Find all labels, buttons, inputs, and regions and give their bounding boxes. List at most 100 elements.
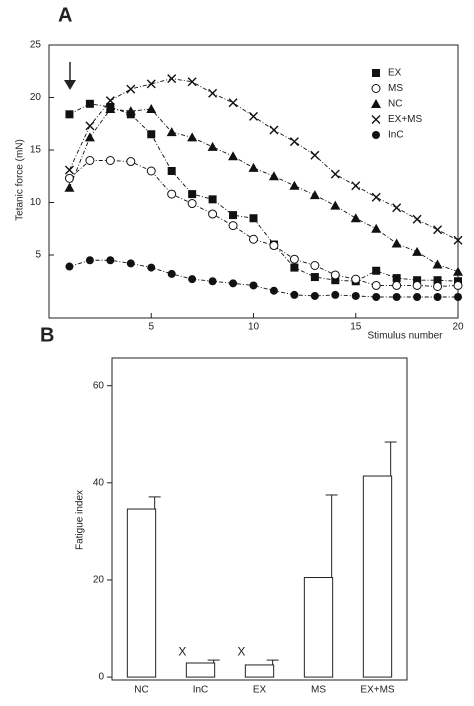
- marker: [351, 181, 361, 191]
- marker: [372, 293, 381, 301]
- marker: [249, 111, 258, 121]
- marker: [208, 88, 218, 98]
- marker: [413, 293, 422, 301]
- marker: [85, 256, 94, 265]
- marker: [228, 98, 238, 108]
- marker: [269, 125, 279, 135]
- marker: [65, 262, 74, 271]
- marker: [167, 167, 176, 175]
- marker: [146, 166, 156, 176]
- legend-label: EX: [388, 68, 402, 79]
- bar: [362, 475, 393, 678]
- legend-marker: [372, 69, 380, 77]
- marker: [187, 77, 197, 87]
- series-line: [69, 78, 459, 241]
- y-tick-label: 40: [93, 477, 105, 488]
- marker: [310, 261, 320, 270]
- marker: [249, 234, 258, 244]
- x-axis-label: Stimulus number: [367, 331, 443, 342]
- y-tick-label: 25: [30, 40, 42, 51]
- marker: [105, 156, 115, 165]
- marker: [392, 203, 402, 213]
- y-axis-label: Tetanic force (mN): [15, 139, 26, 221]
- marker: [433, 293, 442, 301]
- marker: [188, 190, 197, 199]
- marker: [228, 221, 238, 231]
- y-tick-label: 20: [93, 575, 105, 586]
- marker: [125, 106, 136, 116]
- marker: [289, 180, 300, 190]
- marker: [412, 214, 422, 224]
- panel-label: B: [40, 324, 54, 346]
- legend-label: MS: [388, 83, 403, 94]
- marker: [412, 246, 423, 256]
- marker: [371, 192, 381, 202]
- marker: [85, 156, 95, 165]
- x-tick-label: InC: [193, 685, 209, 696]
- marker: [351, 291, 360, 300]
- x-tick-label: 20: [452, 322, 464, 333]
- marker: [106, 256, 115, 265]
- marker: [453, 280, 463, 290]
- marker: [392, 274, 401, 283]
- marker: [433, 282, 443, 291]
- marker: [146, 104, 157, 114]
- plot-frame: [111, 357, 408, 681]
- marker: [188, 275, 197, 284]
- marker: [187, 199, 197, 209]
- marker: [392, 293, 401, 301]
- legend-marker: [371, 99, 381, 108]
- marker: [147, 263, 156, 272]
- marker: [105, 96, 115, 106]
- marker: [208, 209, 218, 219]
- marker: [147, 130, 156, 139]
- legend-marker: [371, 115, 381, 124]
- marker: [228, 151, 239, 161]
- marker: [432, 259, 443, 269]
- marker: [289, 137, 299, 147]
- marker: [392, 280, 402, 290]
- x-tick-label: 10: [248, 322, 260, 333]
- legend-label: InC: [388, 130, 404, 141]
- marker: [330, 169, 340, 179]
- marker: [412, 280, 422, 290]
- marker: [350, 213, 361, 223]
- marker: [126, 84, 136, 94]
- marker: [126, 259, 135, 268]
- legend-label: EX+MS: [388, 114, 423, 125]
- y-tick-label: 60: [93, 380, 105, 391]
- annotation: X: [178, 644, 186, 658]
- marker: [330, 200, 341, 210]
- annotation: X: [237, 644, 245, 658]
- marker: [229, 279, 238, 288]
- marker: [453, 266, 463, 276]
- marker: [269, 286, 278, 295]
- x-tick-label: 5: [148, 322, 154, 333]
- legend-marker: [371, 84, 381, 93]
- marker: [433, 276, 442, 285]
- marker: [85, 121, 95, 131]
- marker: [351, 274, 361, 284]
- marker: [146, 79, 156, 89]
- marker: [187, 132, 198, 142]
- bar: [303, 577, 334, 678]
- marker: [126, 157, 136, 167]
- y-tick-label: 20: [30, 92, 42, 103]
- marker: [64, 173, 74, 183]
- marker: [249, 281, 258, 290]
- series-line: [69, 108, 459, 273]
- x-tick-label: 15: [350, 322, 362, 333]
- marker: [433, 225, 443, 235]
- marker: [85, 99, 94, 108]
- y-axis-label: Fatigue index: [75, 490, 86, 550]
- marker: [167, 189, 177, 199]
- marker: [207, 141, 218, 151]
- marker: [167, 269, 176, 278]
- marker: [310, 150, 320, 160]
- x-tick-label: MS: [311, 685, 326, 696]
- panel-label: A: [58, 4, 72, 26]
- marker: [64, 165, 74, 175]
- marker: [208, 195, 217, 204]
- marker: [268, 171, 279, 181]
